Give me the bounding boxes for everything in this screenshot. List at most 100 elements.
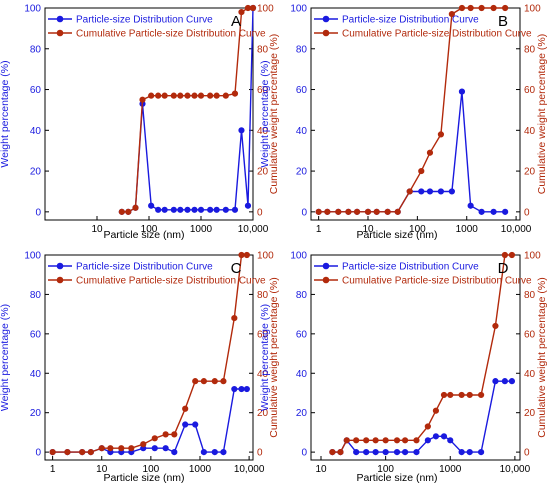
data-point bbox=[353, 208, 361, 215]
y-tick-label: 20 bbox=[30, 167, 42, 178]
data-point bbox=[222, 206, 229, 213]
y2-tick-label: 80 bbox=[257, 44, 269, 55]
panel-letter: B bbox=[498, 13, 508, 30]
data-point bbox=[231, 385, 238, 393]
data-point bbox=[382, 449, 389, 456]
y-tick-label: 20 bbox=[296, 167, 308, 178]
y-tick-label: 40 bbox=[296, 126, 308, 137]
x-axis-title: Particle size (nm) bbox=[103, 229, 184, 241]
data-point bbox=[382, 437, 389, 444]
data-point bbox=[363, 437, 370, 444]
x-tick-label: 1 bbox=[50, 464, 56, 475]
legend-swatch-marker bbox=[56, 276, 64, 284]
y2-tick-label: 20 bbox=[524, 408, 536, 419]
y2-tick-label: 20 bbox=[257, 408, 269, 419]
panel-letter: D bbox=[498, 260, 509, 277]
data-point bbox=[418, 188, 425, 195]
x-tick-label: 100 bbox=[377, 464, 394, 475]
plot-frame bbox=[310, 254, 521, 461]
y2-axis-title: Cumulative weight percentage (%) bbox=[536, 34, 548, 195]
x-tick-label: 100 bbox=[141, 224, 158, 235]
x-tick-label: 1 bbox=[316, 224, 322, 235]
data-point bbox=[447, 437, 454, 444]
y-tick-label: 40 bbox=[296, 369, 308, 380]
x-tick-label: 10 bbox=[96, 464, 108, 475]
data-point bbox=[413, 437, 420, 444]
data-point bbox=[508, 378, 516, 385]
y-tick-label: 60 bbox=[30, 329, 42, 340]
data-point bbox=[200, 378, 207, 385]
data-point bbox=[466, 449, 473, 456]
legend-label: Particle-size Distribution Curve bbox=[342, 15, 479, 26]
data-point bbox=[394, 208, 401, 215]
data-point bbox=[467, 202, 474, 209]
data-point bbox=[220, 449, 227, 456]
data-point bbox=[177, 206, 184, 213]
data-point bbox=[447, 391, 454, 399]
y2-tick-label: 20 bbox=[524, 167, 536, 178]
data-point bbox=[448, 11, 455, 18]
data-point bbox=[501, 378, 508, 385]
data-point bbox=[372, 449, 379, 456]
y-tick-label: 80 bbox=[30, 290, 42, 301]
series-line-weight bbox=[318, 91, 506, 213]
data-point bbox=[243, 385, 250, 393]
data-point bbox=[184, 92, 191, 99]
y2-axis-title: Cumulative weight percentage (%) bbox=[268, 277, 280, 438]
data-point bbox=[182, 405, 189, 412]
data-point bbox=[324, 208, 331, 215]
data-point bbox=[406, 188, 413, 195]
data-point bbox=[437, 188, 445, 195]
data-point bbox=[192, 421, 199, 428]
x-axis-title: Particle size (nm) bbox=[103, 472, 184, 484]
y2-tick-label: 20 bbox=[257, 167, 269, 178]
data-point bbox=[440, 433, 448, 440]
data-point bbox=[170, 92, 177, 99]
legend-swatch-marker bbox=[322, 276, 330, 284]
data-point bbox=[87, 449, 94, 456]
x-tick-label: 100 bbox=[409, 224, 426, 235]
y2-tick-label: 80 bbox=[257, 290, 269, 301]
y2-tick-label: 40 bbox=[257, 369, 269, 380]
data-point bbox=[337, 449, 344, 456]
y-axis-title: Weight percentage (%) bbox=[0, 60, 11, 167]
data-point bbox=[401, 449, 409, 456]
data-point bbox=[401, 437, 409, 444]
legend-swatch-marker bbox=[56, 262, 64, 270]
x-tick-label: 1000 bbox=[189, 464, 212, 475]
data-point bbox=[139, 96, 146, 103]
y2-tick-label: 0 bbox=[524, 448, 530, 459]
data-point bbox=[249, 4, 257, 12]
y-tick-label: 80 bbox=[296, 44, 308, 55]
data-point bbox=[128, 445, 135, 452]
data-point bbox=[477, 449, 485, 456]
data-point bbox=[364, 208, 372, 215]
legend-label: Cumulative Particle-size Distribution Cu… bbox=[342, 276, 532, 287]
y-tick-label: 60 bbox=[30, 85, 42, 96]
data-point bbox=[125, 208, 132, 215]
data-point bbox=[490, 208, 497, 215]
x-axis-title: Particle size (nm) bbox=[356, 229, 437, 241]
data-point bbox=[432, 407, 440, 414]
y-tick-label: 20 bbox=[296, 408, 308, 419]
legend-label: Cumulative Particle-size Distribution Cu… bbox=[76, 276, 266, 287]
legend-swatch-marker bbox=[56, 15, 64, 23]
y2-tick-label: 60 bbox=[524, 329, 536, 340]
data-point bbox=[220, 378, 227, 385]
y2-tick-label: 80 bbox=[524, 290, 536, 301]
y2-tick-label: 40 bbox=[257, 126, 269, 137]
x-tick-label: 100 bbox=[143, 464, 160, 475]
y2-tick-label: 60 bbox=[524, 85, 536, 96]
data-point bbox=[161, 92, 168, 99]
data-point bbox=[213, 92, 220, 99]
data-point bbox=[132, 204, 139, 211]
data-point bbox=[155, 92, 162, 99]
data-point bbox=[161, 206, 168, 213]
legend-swatch-marker bbox=[56, 29, 64, 37]
panel-letter: A bbox=[231, 13, 241, 30]
x-tick-label: 10,000 bbox=[234, 464, 265, 475]
data-point bbox=[191, 92, 198, 99]
legend-label: Particle-size Distribution Curve bbox=[76, 15, 213, 26]
